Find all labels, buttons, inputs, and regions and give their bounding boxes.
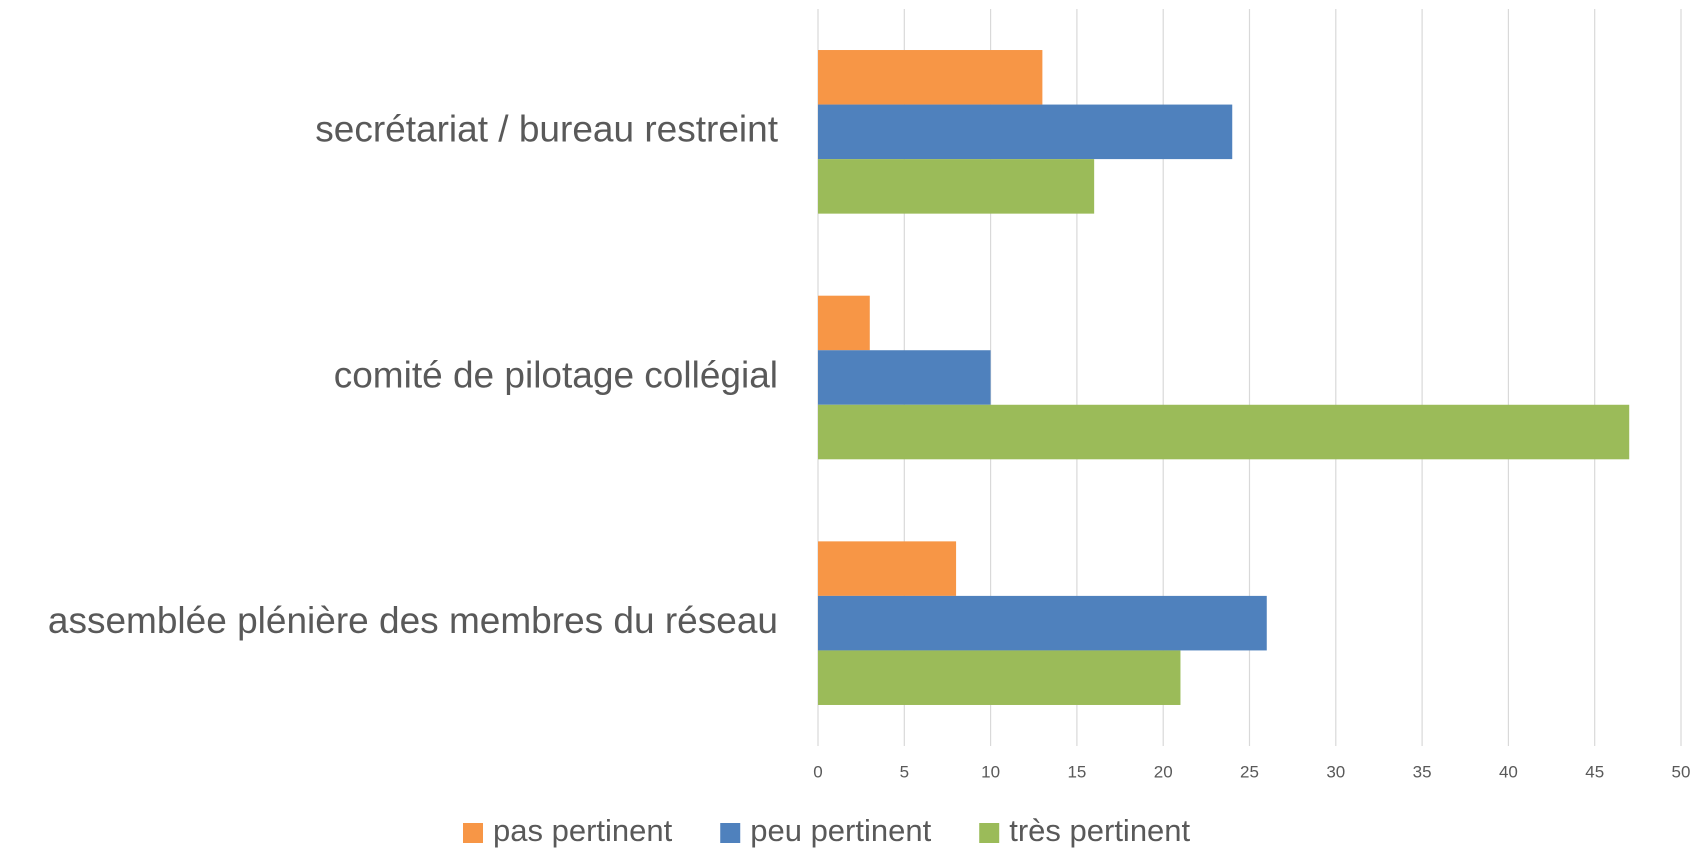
- x-tick-label: 0: [813, 762, 822, 781]
- category-label: comité de pilotage collégial: [334, 354, 778, 395]
- bar: [818, 50, 1043, 105]
- legend-swatch: [979, 823, 1000, 843]
- legend-swatch: [463, 823, 483, 843]
- category-label: secrétariat / bureau restreint: [315, 109, 778, 150]
- bar: [818, 404, 1630, 460]
- bar: [818, 104, 1233, 160]
- bar: [818, 350, 991, 405]
- x-tick-label: 35: [1413, 762, 1432, 781]
- legend-label: peu pertinent: [750, 813, 931, 848]
- x-tick-label: 50: [1672, 762, 1691, 781]
- x-tick-label: 25: [1240, 762, 1259, 781]
- x-tick-label: 45: [1585, 762, 1604, 781]
- legend-label: pas pertinent: [493, 813, 673, 848]
- category-label: assemblée plénière des membres du réseau: [48, 600, 778, 641]
- bar: [818, 541, 957, 596]
- legend-label: très pertinent: [1009, 813, 1190, 848]
- x-tick-label: 15: [1067, 762, 1086, 781]
- bar: [818, 595, 1267, 651]
- x-tick-label: 20: [1154, 762, 1173, 781]
- x-tick-label: 10: [981, 762, 1000, 781]
- x-tick-label: 40: [1499, 762, 1518, 781]
- bar: [818, 159, 1095, 214]
- legend-swatch: [720, 823, 741, 843]
- x-tick-label: 5: [900, 762, 909, 781]
- bar: [818, 650, 1181, 705]
- bar: [818, 295, 870, 351]
- x-tick-label: 30: [1326, 762, 1345, 781]
